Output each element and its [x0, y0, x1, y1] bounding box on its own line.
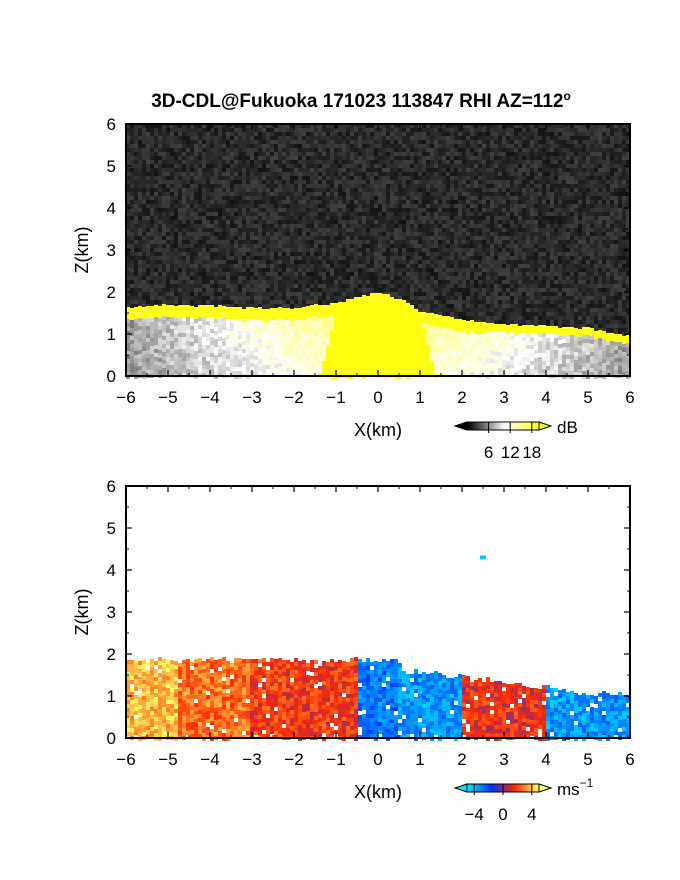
x-tick-label: 3 [499, 750, 508, 769]
y-axis-label: Z(km) [72, 589, 92, 636]
x-tick-label: 2 [457, 750, 466, 769]
title-main: 3D-CDL@Fukuoka 171023 113847 RHI AZ=112 [151, 91, 563, 112]
x-tick-label: 6 [625, 750, 634, 769]
x-tick-label: 0 [373, 388, 382, 407]
x-axis: −6 −5 −4 −3 −2 −1 0 1 2 3 4 5 6 X(km) [116, 486, 635, 802]
title-degree: o [563, 89, 570, 103]
isolated-echo [480, 555, 486, 560]
x-tick-label: 4 [541, 750, 550, 769]
colorbar-tick-label: −4 [465, 805, 484, 824]
y-tick-label: 2 [107, 283, 116, 302]
x-axis-label: X(km) [354, 782, 402, 802]
colorbar-over-arrow [538, 783, 553, 793]
x-tick-label: −4 [200, 750, 219, 769]
x-tick-label: −1 [326, 388, 345, 407]
y-axis: 0 1 2 3 4 5 6 Z(km) [72, 115, 630, 386]
x-tick-label: −3 [242, 750, 261, 769]
y-tick-label: 4 [107, 199, 116, 218]
figure-title: 3D-CDL@Fukuoka 171023 113847 RHI AZ=112o [151, 89, 571, 112]
colorbar-under-arrow [453, 421, 468, 431]
x-tick-label: 5 [583, 388, 592, 407]
colorbar-tick-label: 12 [501, 443, 520, 462]
y-tick-label: 5 [107, 157, 116, 176]
x-tick-label: −2 [284, 750, 303, 769]
y-tick-label: 2 [107, 645, 116, 664]
colorbar-tick-label: 18 [522, 443, 541, 462]
x-tick-label: −6 [116, 750, 135, 769]
colorbar: −4 0 4 ms−1 [453, 776, 594, 824]
y-axis-label: Z(km) [72, 227, 92, 274]
y-axis: 0 1 2 3 4 5 6 Z(km) [72, 477, 630, 748]
x-tick-label: 5 [583, 750, 592, 769]
y-tick-label: 3 [107, 603, 116, 622]
x-tick-label: 4 [541, 388, 550, 407]
x-tick-label: 1 [415, 750, 424, 769]
colorbar-unit: dB [557, 418, 578, 437]
x-tick-label: 6 [625, 388, 634, 407]
x-tick-label: 3 [499, 388, 508, 407]
colorbar-tick-label: 0 [498, 805, 507, 824]
x-tick-label: −3 [242, 388, 261, 407]
y-tick-label: 4 [107, 561, 116, 580]
x-tick-label: −1 [326, 750, 345, 769]
y-tick-label: 1 [107, 325, 116, 344]
y-tick-label: 3 [107, 241, 116, 260]
velocity-field [126, 657, 630, 741]
x-axis: −6 −5 −4 −3 −2 −1 0 1 2 3 4 5 6 X(km) [116, 124, 635, 440]
x-axis-label: X(km) [354, 420, 402, 440]
colorbar-under-arrow [453, 783, 468, 793]
reflectivity-field [126, 124, 630, 379]
x-tick-label: −2 [284, 388, 303, 407]
x-tick-label: −6 [116, 388, 135, 407]
colorbar-tick-label: 6 [484, 443, 493, 462]
x-tick-label: 1 [415, 388, 424, 407]
y-tick-label: 5 [107, 519, 116, 538]
colorbar-unit-exponent: −1 [580, 776, 594, 790]
colorbar: 6 12 18 dB [453, 418, 578, 462]
x-tick-label: 2 [457, 388, 466, 407]
y-tick-label: 6 [107, 115, 116, 134]
colorbar-tick-label: 4 [527, 805, 536, 824]
x-tick-label: 0 [373, 750, 382, 769]
colorbar-over-arrow [538, 421, 553, 431]
y-tick-label: 6 [107, 477, 116, 496]
y-tick-label: 0 [107, 729, 116, 748]
velocity-panel: −6 −5 −4 −3 −2 −1 0 1 2 3 4 5 6 X(km) 0 1 2 3 4 5 6 Z(km) −4 0 4… [72, 477, 635, 824]
x-tick-label: −5 [158, 388, 177, 407]
y-tick-label: 0 [107, 367, 116, 386]
y-tick-label: 1 [107, 687, 116, 706]
colorbar-unit: ms−1 [557, 776, 594, 799]
x-tick-label: −4 [200, 388, 219, 407]
x-tick-label: −5 [158, 750, 177, 769]
